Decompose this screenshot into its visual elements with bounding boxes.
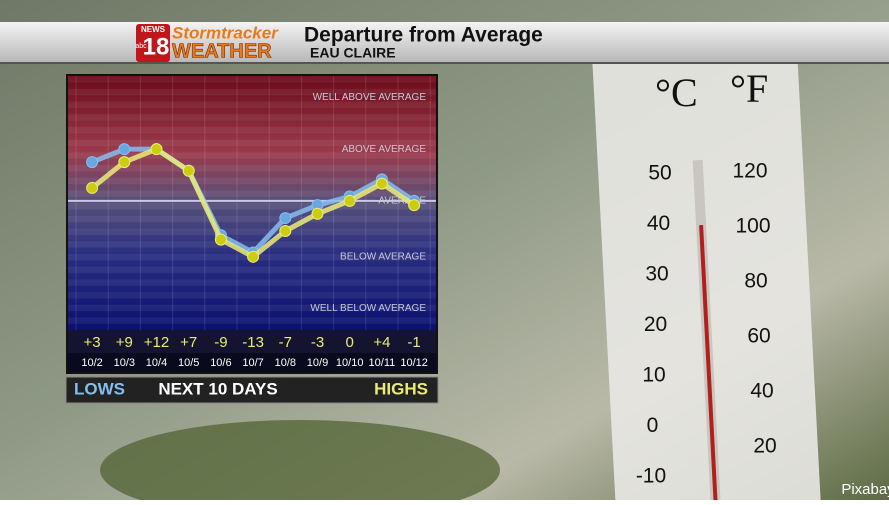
logo-news: NEWS — [141, 25, 166, 34]
y-tick-label: BELOW AVERAGE — [340, 251, 426, 262]
data-point — [182, 164, 195, 177]
header-rule — [0, 62, 889, 64]
plant — [100, 420, 500, 505]
celsius-number: -10 — [636, 465, 666, 488]
x-tick-label: 10/10 — [336, 357, 364, 369]
data-point — [86, 156, 99, 169]
value-label: 0 — [346, 334, 354, 351]
fahrenheit-number: 80 — [744, 270, 767, 293]
data-point — [86, 181, 99, 194]
value-label: +9 — [116, 334, 133, 351]
y-tick-label: WELL BELOW AVERAGE — [310, 303, 426, 314]
legend-entry: HIGHS — [374, 379, 428, 398]
logo-badge — [136, 24, 170, 62]
fahrenheit-number: 100 — [735, 215, 770, 238]
data-point — [408, 199, 421, 212]
celsius-number: 40 — [647, 212, 670, 235]
x-label: NEXT 10 DAYS — [158, 379, 277, 398]
value-label: +7 — [180, 334, 197, 351]
value-label: +3 — [84, 334, 101, 351]
data-point — [311, 207, 324, 220]
data-point — [343, 194, 356, 207]
celsius-number: 10 — [642, 364, 665, 387]
logo-number: 18 — [143, 33, 170, 60]
logo-top: Stormtracker — [172, 23, 279, 42]
logo-network: abc — [135, 43, 147, 50]
photo-credit: Pixabay — [841, 481, 889, 498]
logo-bottom: WEATHER — [172, 40, 272, 62]
x-tick-label: 10/11 — [369, 357, 396, 369]
value-label: -3 — [311, 334, 324, 351]
x-tick-label: 10/8 — [275, 357, 296, 369]
plot-stripes — [68, 76, 436, 330]
date-row — [68, 353, 436, 372]
value-label: -9 — [214, 334, 227, 351]
x-tick-label: 10/4 — [146, 357, 167, 369]
value-row — [68, 330, 436, 353]
value-label: -7 — [279, 334, 292, 351]
data-point — [118, 156, 131, 169]
fahrenheit-number: 40 — [750, 380, 773, 403]
data-point — [214, 233, 227, 246]
x-tick-label: 10/7 — [242, 357, 263, 369]
x-tick-label: 10/5 — [178, 357, 199, 369]
data-point — [279, 224, 292, 237]
y-tick-label: ABOVE AVERAGE — [342, 144, 427, 155]
data-point — [375, 177, 388, 190]
x-tick-label: 10/2 — [81, 357, 102, 369]
celsius-unit: °C — [655, 70, 698, 115]
title: Departure from Average — [304, 24, 543, 47]
y-tick-label: WELL ABOVE AVERAGE — [313, 92, 427, 103]
celsius-number: 30 — [645, 263, 668, 286]
value-label: +4 — [373, 334, 390, 351]
legend-bar — [65, 376, 439, 404]
fahrenheit-unit: °F — [730, 66, 768, 111]
location: EAU CLAIRE — [310, 45, 396, 61]
value-label: +12 — [144, 334, 169, 351]
fahrenheit-number: 20 — [753, 435, 776, 458]
value-label: -1 — [407, 334, 420, 351]
fahrenheit-number: 120 — [732, 160, 767, 183]
celsius-number: 0 — [647, 414, 659, 437]
thermometer — [592, 35, 821, 505]
celsius-number: 50 — [648, 162, 671, 185]
fahrenheit-number: 60 — [747, 325, 770, 348]
value-label: -13 — [242, 334, 264, 351]
data-point — [118, 143, 131, 156]
x-tick-label: 10/6 — [210, 357, 231, 369]
x-tick-label: 10/9 — [307, 357, 328, 369]
legend-entry: LOWS — [74, 379, 125, 398]
data-point — [279, 212, 292, 225]
celsius-number: 20 — [644, 313, 667, 336]
x-tick-label: 10/12 — [400, 357, 428, 369]
data-point — [150, 143, 163, 156]
x-tick-label: 10/3 — [114, 357, 135, 369]
data-point — [247, 250, 260, 263]
y-tick-label: AVERAGE — [378, 195, 426, 206]
